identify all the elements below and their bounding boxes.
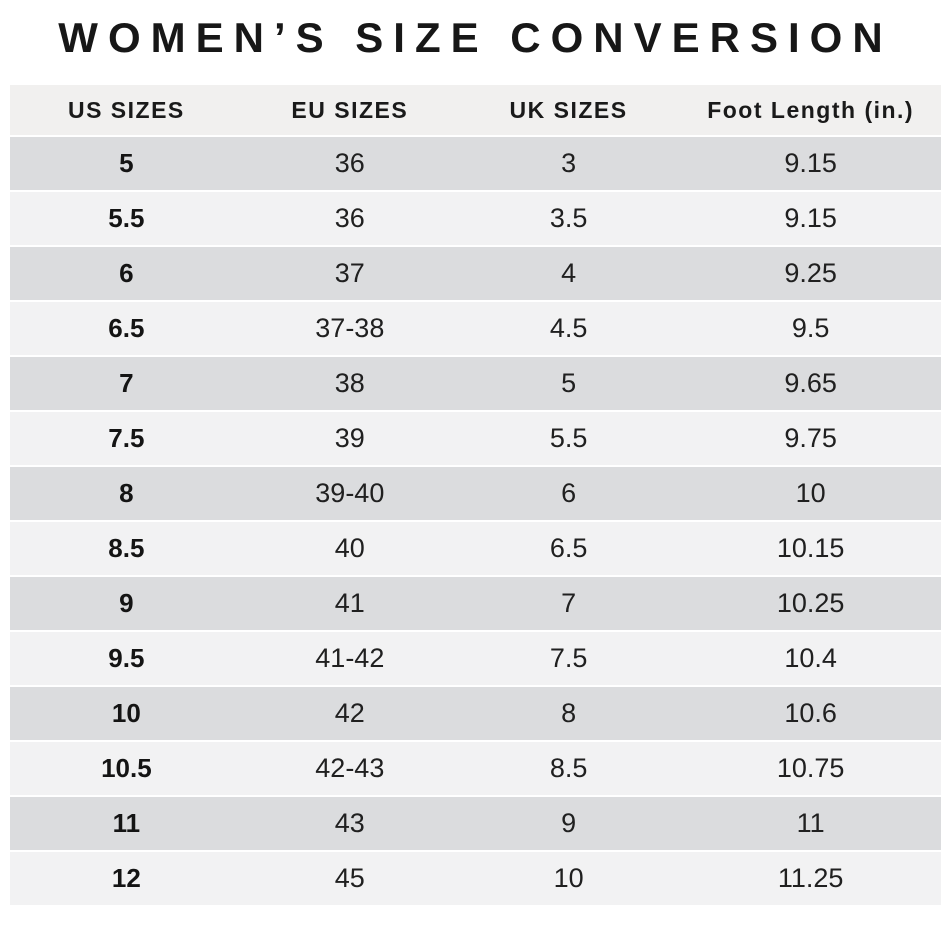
cell-foot-length: 9.15: [680, 137, 941, 190]
table-row: 9.5 41-42 7.5 10.4: [10, 632, 941, 685]
table-row: 6 37 4 9.25: [10, 247, 941, 300]
table-row: 7 38 5 9.65: [10, 357, 941, 410]
cell-foot-length: 10: [680, 467, 941, 520]
cell-eu-size: 40: [242, 522, 457, 575]
table-row: 6.5 37-38 4.5 9.5: [10, 302, 941, 355]
cell-uk-size: 6: [456, 467, 681, 520]
cell-foot-length: 10.25: [680, 577, 941, 630]
cell-eu-size: 43: [242, 797, 457, 850]
table-row: 10.5 42-43 8.5 10.75: [10, 742, 941, 795]
cell-uk-size: 4.5: [456, 302, 681, 355]
table-row: 7.5 39 5.5 9.75: [10, 412, 941, 465]
cell-us-size: 6: [10, 247, 243, 300]
column-header-eu-sizes: EU SIZES: [242, 85, 457, 135]
table-row: 5.5 36 3.5 9.15: [10, 192, 941, 245]
table-row: 9 41 7 10.25: [10, 577, 941, 630]
header-row: US SIZES EU SIZES UK SIZES Foot Length (…: [10, 85, 941, 135]
cell-foot-length: 10.4: [680, 632, 941, 685]
table-row: 8.5 40 6.5 10.15: [10, 522, 941, 575]
cell-uk-size: 3: [456, 137, 681, 190]
table-row: 5 36 3 9.15: [10, 137, 941, 190]
cell-uk-size: 8.5: [456, 742, 681, 795]
cell-uk-size: 3.5: [456, 192, 681, 245]
table-row: 8 39-40 6 10: [10, 467, 941, 520]
cell-eu-size: 36: [242, 192, 457, 245]
cell-foot-length: 11.25: [680, 852, 941, 905]
cell-foot-length: 10.6: [680, 687, 941, 740]
cell-us-size: 7.5: [10, 412, 243, 465]
cell-eu-size: 37: [242, 247, 457, 300]
cell-foot-length: 9.5: [680, 302, 941, 355]
cell-eu-size: 39-40: [242, 467, 457, 520]
cell-uk-size: 9: [456, 797, 681, 850]
table-body: 5 36 3 9.15 5.5 36 3.5 9.15 6 37 4 9.25 …: [10, 137, 941, 905]
cell-us-size: 10.5: [10, 742, 243, 795]
cell-foot-length: 10.15: [680, 522, 941, 575]
cell-eu-size: 36: [242, 137, 457, 190]
cell-us-size: 9: [10, 577, 243, 630]
cell-uk-size: 7.5: [456, 632, 681, 685]
cell-uk-size: 6.5: [456, 522, 681, 575]
cell-foot-length: 11: [680, 797, 941, 850]
cell-foot-length: 10.75: [680, 742, 941, 795]
table-row: 11 43 9 11: [10, 797, 941, 850]
cell-eu-size: 45: [242, 852, 457, 905]
cell-eu-size: 39: [242, 412, 457, 465]
column-header-uk-sizes: UK SIZES: [456, 85, 681, 135]
table-row: 12 45 10 11.25: [10, 852, 941, 905]
cell-us-size: 5: [10, 137, 243, 190]
cell-us-size: 7: [10, 357, 243, 410]
cell-us-size: 5.5: [10, 192, 243, 245]
column-header-foot-length: Foot Length (in.): [680, 85, 941, 135]
page-title: WOMEN’S SIZE CONVERSION: [58, 14, 893, 61]
cell-us-size: 11: [10, 797, 243, 850]
table-header: US SIZES EU SIZES UK SIZES Foot Length (…: [10, 85, 941, 135]
cell-us-size: 9.5: [10, 632, 243, 685]
cell-us-size: 10: [10, 687, 243, 740]
cell-uk-size: 7: [456, 577, 681, 630]
cell-uk-size: 8: [456, 687, 681, 740]
cell-eu-size: 41: [242, 577, 457, 630]
column-header-us-sizes: US SIZES: [10, 85, 243, 135]
cell-foot-length: 9.65: [680, 357, 941, 410]
table-row: 10 42 8 10.6: [10, 687, 941, 740]
cell-us-size: 8: [10, 467, 243, 520]
cell-foot-length: 9.15: [680, 192, 941, 245]
cell-uk-size: 5.5: [456, 412, 681, 465]
size-conversion-table: US SIZES EU SIZES UK SIZES Foot Length (…: [10, 83, 941, 907]
cell-us-size: 6.5: [10, 302, 243, 355]
cell-eu-size: 38: [242, 357, 457, 410]
cell-us-size: 12: [10, 852, 243, 905]
cell-us-size: 8.5: [10, 522, 243, 575]
cell-uk-size: 10: [456, 852, 681, 905]
cell-eu-size: 37-38: [242, 302, 457, 355]
cell-eu-size: 41-42: [242, 632, 457, 685]
cell-foot-length: 9.25: [680, 247, 941, 300]
cell-foot-length: 9.75: [680, 412, 941, 465]
cell-eu-size: 42: [242, 687, 457, 740]
cell-uk-size: 4: [456, 247, 681, 300]
cell-uk-size: 5: [456, 357, 681, 410]
cell-eu-size: 42-43: [242, 742, 457, 795]
